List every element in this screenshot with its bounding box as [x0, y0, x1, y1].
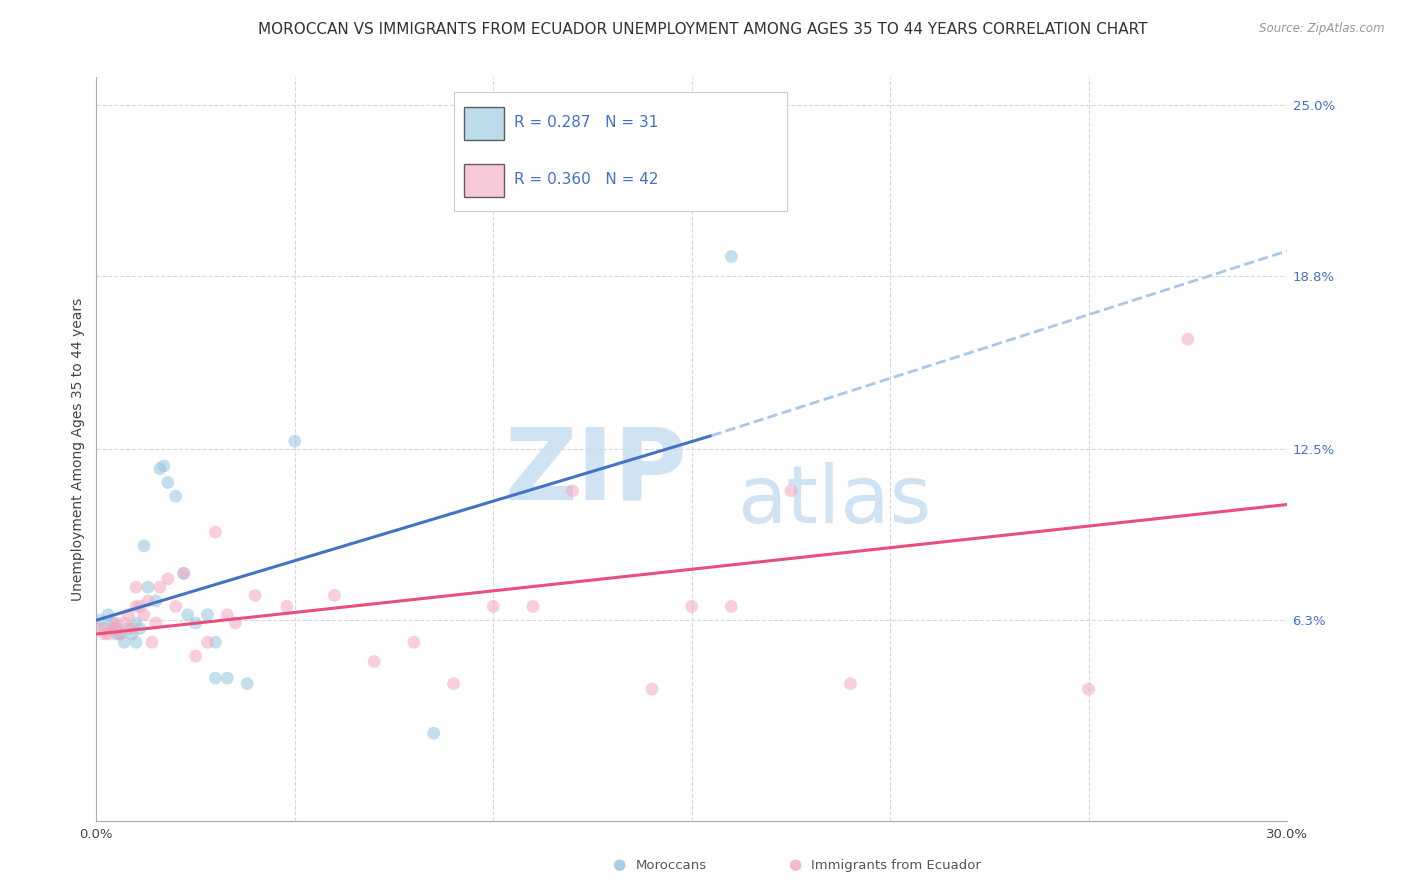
- Point: [89, 613, 111, 627]
- Point: [197, 607, 219, 622]
- Point: [129, 599, 152, 614]
- Point: [779, 483, 801, 498]
- Text: ZIP: ZIP: [505, 423, 688, 520]
- Point: [1077, 682, 1099, 697]
- Point: [153, 458, 176, 473]
- Point: [149, 461, 172, 475]
- Point: [132, 539, 155, 553]
- Point: [105, 615, 128, 630]
- Point: [217, 607, 239, 622]
- Point: [224, 615, 246, 630]
- Point: [482, 599, 505, 614]
- Point: [217, 671, 239, 685]
- Point: [125, 580, 148, 594]
- Point: [197, 635, 219, 649]
- Point: [145, 594, 167, 608]
- Point: [136, 580, 159, 594]
- Point: [284, 434, 307, 449]
- Point: [522, 599, 544, 614]
- Text: Immigrants from Ecuador: Immigrants from Ecuador: [811, 859, 981, 872]
- Point: [156, 572, 179, 586]
- Point: [561, 483, 583, 498]
- Point: [136, 594, 159, 608]
- Point: [93, 622, 115, 636]
- Point: [105, 622, 128, 636]
- Text: ●: ●: [612, 857, 626, 872]
- Point: [121, 627, 143, 641]
- Text: atlas: atlas: [737, 462, 932, 541]
- Y-axis label: Unemployment Among Ages 35 to 44 years: Unemployment Among Ages 35 to 44 years: [72, 298, 86, 601]
- Point: [443, 676, 465, 690]
- Point: [117, 607, 139, 622]
- Point: [236, 676, 259, 690]
- Point: [108, 627, 131, 641]
- Point: [323, 589, 346, 603]
- Point: [839, 676, 862, 690]
- Point: [101, 622, 124, 636]
- Point: [204, 671, 226, 685]
- Point: [93, 627, 115, 641]
- Point: [101, 615, 124, 630]
- Point: [641, 682, 664, 697]
- Point: [97, 607, 120, 622]
- Point: [402, 635, 425, 649]
- Text: MOROCCAN VS IMMIGRANTS FROM ECUADOR UNEMPLOYMENT AMONG AGES 35 TO 44 YEARS CORRE: MOROCCAN VS IMMIGRANTS FROM ECUADOR UNEM…: [259, 22, 1147, 37]
- Point: [105, 627, 128, 641]
- Point: [89, 622, 111, 636]
- Point: [165, 489, 187, 503]
- Point: [173, 566, 195, 581]
- Point: [125, 615, 148, 630]
- Point: [149, 580, 172, 594]
- Point: [108, 627, 131, 641]
- Text: Source: ZipAtlas.com: Source: ZipAtlas.com: [1260, 22, 1385, 36]
- Point: [117, 622, 139, 636]
- Point: [720, 599, 742, 614]
- Point: [184, 648, 207, 663]
- Point: [112, 635, 135, 649]
- Point: [204, 524, 226, 539]
- Point: [243, 589, 266, 603]
- Point: [422, 726, 444, 740]
- Point: [363, 655, 385, 669]
- Point: [112, 615, 135, 630]
- Point: [105, 622, 128, 636]
- Point: [97, 627, 120, 641]
- Point: [125, 599, 148, 614]
- Point: [129, 622, 152, 636]
- Point: [184, 615, 207, 630]
- Point: [720, 250, 742, 264]
- Point: [681, 599, 703, 614]
- Point: [141, 635, 163, 649]
- Text: Moroccans: Moroccans: [636, 859, 707, 872]
- Text: ●: ●: [787, 857, 801, 872]
- Point: [132, 607, 155, 622]
- Point: [121, 622, 143, 636]
- Point: [204, 635, 226, 649]
- Point: [176, 607, 198, 622]
- Point: [165, 599, 187, 614]
- Point: [145, 615, 167, 630]
- Point: [125, 635, 148, 649]
- Point: [276, 599, 298, 614]
- Point: [173, 566, 195, 581]
- Point: [1177, 332, 1199, 346]
- Point: [156, 475, 179, 490]
